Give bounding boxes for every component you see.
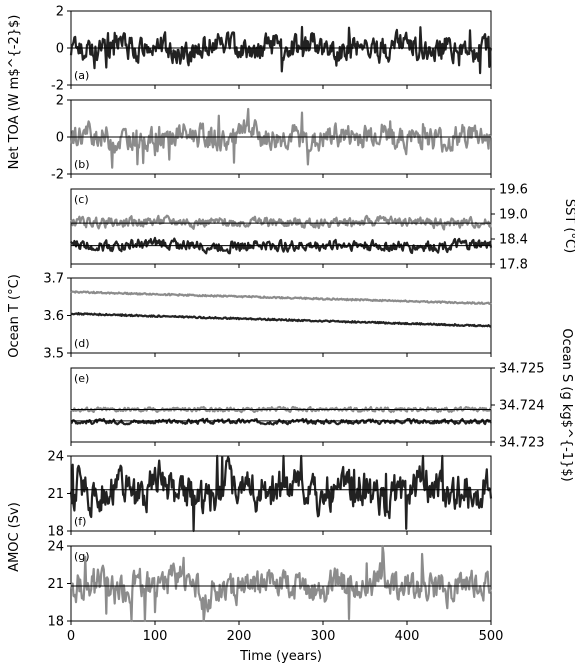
y-label-ocean-s: Ocean S (g kg$^{-1}$)	[559, 328, 574, 481]
x-tick-label-100: 100	[143, 629, 168, 644]
y-tick-label-d-1: 3.6	[43, 309, 64, 324]
series-line-b-0	[70, 107, 493, 169]
panel-label-g: (g)	[74, 550, 90, 563]
y-tick-label-f-2: 18	[47, 525, 64, 540]
y-tick-label-a-2: 2	[56, 5, 64, 20]
y-tick-label-b-2: 2	[56, 94, 64, 109]
panel-g: 24 21 18 (g)	[47, 540, 493, 630]
panel-label-d: (d)	[74, 337, 90, 350]
y-tick-label-g-2: 18	[47, 615, 64, 630]
panel-label-c: (c)	[74, 193, 89, 206]
y-tick-label-d-2: 3.5	[43, 347, 64, 362]
panel-d: 3.7 3.6 3.5 (d)	[43, 272, 492, 362]
x-tick-label-300: 300	[311, 629, 336, 644]
panel-f: 24 21 18 (f)	[47, 450, 493, 540]
y-tick-label-c-2: 18.4	[499, 233, 528, 248]
y-label-sst: SST (°C)	[562, 199, 575, 253]
x-tick-label-500: 500	[479, 629, 504, 644]
x-axis-label: Time (years)	[239, 649, 322, 664]
panel-c: 19.6 19.0 18.4 17.8 (c)	[69, 183, 528, 273]
series-line-e-1	[70, 417, 492, 426]
x-tick-label-400: 400	[395, 629, 420, 644]
y-tick-label-c-0: 19.6	[499, 183, 528, 198]
series-line-a-0	[69, 25, 493, 75]
panel-a: -2 0 2 (a)	[51, 5, 493, 94]
x-tick-labels: 0 100 200 300 400 500	[67, 629, 504, 644]
series-line-f-0	[69, 454, 493, 533]
series-line-c-0	[70, 214, 493, 231]
y-label-net-toa: Net TOA (W m$^{-2}$)	[7, 15, 22, 170]
y-tick-label-f-0: 24	[47, 450, 64, 465]
series-line-d-0	[70, 290, 492, 305]
series-line-c-1	[69, 236, 493, 255]
y-tick-label-d-0: 3.7	[43, 272, 64, 287]
panel-label-a: (a)	[74, 69, 89, 82]
panel-frame	[70, 367, 492, 443]
panel-label-e: (e)	[74, 372, 89, 385]
series-line-g-0	[69, 544, 493, 623]
y-tick-label-c-3: 17.8	[499, 258, 528, 273]
y-label-amoc: AMOC (Sv)	[7, 502, 22, 572]
y-tick-label-g-1: 21	[47, 577, 64, 592]
y-tick-label-a-1: 0	[56, 42, 64, 57]
y-tick-label-a-0: -2	[51, 79, 64, 94]
y-tick-label-b-0: -2	[51, 168, 64, 183]
y-tick-label-e-0: 34.725	[499, 362, 545, 377]
y-tick-label-e-2: 34.723	[499, 436, 545, 451]
panel-frame	[70, 188, 492, 265]
y-tick-label-f-1: 21	[47, 487, 64, 502]
y-tick-label-b-1: 0	[56, 131, 64, 146]
x-tick-label-0: 0	[67, 629, 75, 644]
x-tick-label-200: 200	[227, 629, 252, 644]
panel-e: 34.725 34.724 34.723 (e)	[70, 362, 545, 451]
series-line-d-1	[70, 312, 492, 328]
y-label-ocean-t: Ocean T (°C)	[7, 274, 22, 358]
panel-b: -2 0 2 (b)	[51, 94, 493, 183]
y-tick-label-e-1: 34.724	[499, 399, 545, 414]
y-tick-label-c-1: 19.0	[499, 208, 528, 223]
y-tick-label-g-0: 24	[47, 540, 64, 555]
panel-label-b: (b)	[74, 158, 90, 171]
panel-label-f: (f)	[74, 515, 86, 528]
